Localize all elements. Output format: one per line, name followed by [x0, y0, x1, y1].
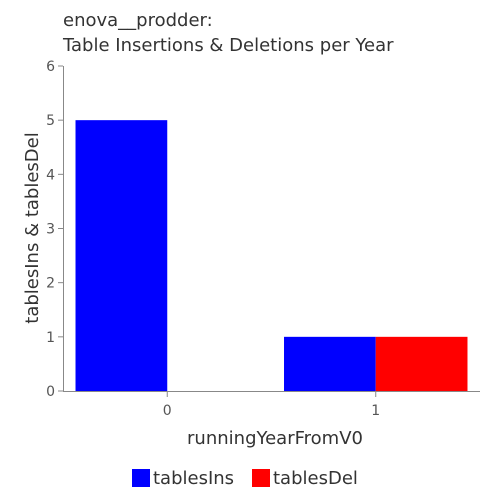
- y-tick-label: 0: [46, 384, 55, 400]
- y-tick-label: 6: [46, 59, 55, 75]
- bar-tablesIns-1: [284, 336, 376, 391]
- y-tick-label: 4: [46, 167, 55, 183]
- y-axis-label: tablesIns & tablesDel: [22, 132, 43, 323]
- y-axis-ticks: 0 1 2 3 4 5 6: [46, 59, 63, 400]
- legend-label-tablesIns: tablesIns: [153, 468, 234, 489]
- legend-swatch-tablesIns: [132, 469, 150, 487]
- bars: [75, 120, 468, 392]
- y-tick-label: 2: [46, 276, 55, 292]
- y-tick-label: 5: [46, 113, 55, 129]
- legend: tablesIns tablesDel: [132, 468, 358, 489]
- chart-title-line-1: enova__prodder:: [63, 10, 213, 31]
- chart-title-line-2: Table Insertions & Deletions per Year: [62, 35, 394, 56]
- x-axis-label: runningYearFromV0: [187, 428, 363, 449]
- x-tick-label: 0: [163, 403, 172, 419]
- bar-tablesIns-0: [75, 120, 168, 392]
- y-tick-label: 1: [46, 330, 55, 346]
- legend-label-tablesDel: tablesDel: [273, 468, 358, 489]
- bar-tablesDel-1: [375, 336, 468, 391]
- x-tick-label: 1: [371, 403, 380, 419]
- y-tick-label: 3: [46, 222, 55, 238]
- legend-swatch-tablesDel: [252, 469, 270, 487]
